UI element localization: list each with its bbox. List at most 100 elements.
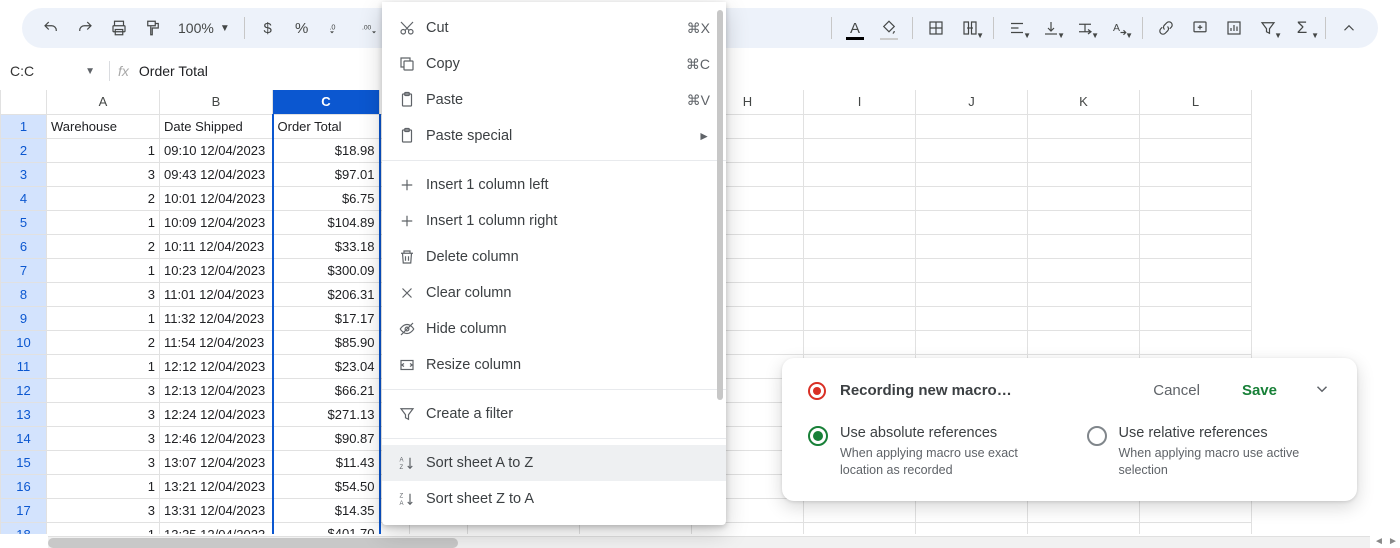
cell[interactable] <box>1140 114 1252 138</box>
cell[interactable] <box>1140 498 1252 522</box>
fill-color-button[interactable] <box>874 13 904 43</box>
cell[interactable] <box>1140 138 1252 162</box>
cell[interactable]: 3 <box>47 402 160 426</box>
cell[interactable]: 3 <box>47 450 160 474</box>
menu-cut[interactable]: Cut ⌘X <box>382 10 726 46</box>
macro-save-button[interactable]: Save <box>1242 382 1277 399</box>
row-header[interactable]: 17 <box>1 498 47 522</box>
column-header-J[interactable]: J <box>916 90 1028 114</box>
cell[interactable] <box>1028 498 1140 522</box>
redo-button[interactable] <box>70 13 100 43</box>
cell[interactable] <box>1028 234 1140 258</box>
cell[interactable]: 1 <box>47 522 160 534</box>
menu-paste-special[interactable]: Paste special ► <box>382 118 726 154</box>
cell[interactable] <box>1140 306 1252 330</box>
select-all-corner[interactable] <box>1 90 47 114</box>
menu-sort-za[interactable]: ZA Sort sheet Z to A <box>382 481 726 517</box>
cell[interactable]: 12:24 12/04/2023 <box>160 402 273 426</box>
cell[interactable]: 3 <box>47 162 160 186</box>
format-percent-button[interactable]: % <box>287 13 317 43</box>
cell[interactable]: $97.01 <box>273 162 380 186</box>
cell[interactable]: 11:01 12/04/2023 <box>160 282 273 306</box>
collapse-toolbar-button[interactable] <box>1334 13 1364 43</box>
cell[interactable]: 11:32 12/04/2023 <box>160 306 273 330</box>
chevron-down-icon[interactable] <box>1313 380 1331 401</box>
cell[interactable]: 13:35 12/04/2023 <box>160 522 273 534</box>
cell[interactable] <box>1028 330 1140 354</box>
format-currency-button[interactable]: $ <box>253 13 283 43</box>
cell[interactable] <box>916 162 1028 186</box>
h-align-button[interactable]: ▼ <box>1002 13 1032 43</box>
row-header[interactable]: 11 <box>1 354 47 378</box>
cell[interactable]: 1 <box>47 258 160 282</box>
paint-format-button[interactable] <box>138 13 168 43</box>
row-header[interactable]: 9 <box>1 306 47 330</box>
menu-insert-col-left[interactable]: Insert 1 column left <box>382 167 726 203</box>
cell[interactable] <box>804 282 916 306</box>
cell[interactable] <box>1028 522 1140 534</box>
cell[interactable]: $90.87 <box>273 426 380 450</box>
menu-delete-col[interactable]: Delete column <box>382 239 726 275</box>
cell[interactable] <box>804 330 916 354</box>
text-color-button[interactable]: A <box>840 13 870 43</box>
v-align-button[interactable]: ▼ <box>1036 13 1066 43</box>
menu-clear-col[interactable]: Clear column <box>382 275 726 311</box>
cell[interactable]: 13:07 12/04/2023 <box>160 450 273 474</box>
cell[interactable]: 12:13 12/04/2023 <box>160 378 273 402</box>
cell[interactable]: $23.04 <box>273 354 380 378</box>
cell[interactable] <box>804 114 916 138</box>
row-header[interactable]: 4 <box>1 186 47 210</box>
cell[interactable]: $54.50 <box>273 474 380 498</box>
menu-hide-col[interactable]: Hide column <box>382 311 726 347</box>
cell[interactable]: 3 <box>47 282 160 306</box>
column-header-A[interactable]: A <box>47 90 160 114</box>
cell[interactable] <box>804 162 916 186</box>
cell[interactable]: 2 <box>47 186 160 210</box>
cell[interactable] <box>804 234 916 258</box>
row-header[interactable]: 2 <box>1 138 47 162</box>
cell[interactable]: 2 <box>47 330 160 354</box>
absolute-references-option[interactable]: Use absolute references When applying ma… <box>808 425 1053 479</box>
cell[interactable] <box>1028 258 1140 282</box>
insert-chart-button[interactable] <box>1219 13 1249 43</box>
increase-decimal-button[interactable]: .00 <box>355 13 385 43</box>
cell[interactable]: $17.17 <box>273 306 380 330</box>
cell[interactable] <box>916 522 1028 534</box>
insert-link-button[interactable] <box>1151 13 1181 43</box>
cell[interactable] <box>804 138 916 162</box>
column-header-C[interactable]: C <box>273 90 380 114</box>
text-wrap-button[interactable]: ▼ <box>1070 13 1100 43</box>
row-header[interactable]: 1 <box>1 114 47 138</box>
menu-resize-col[interactable]: Resize column <box>382 347 726 383</box>
functions-button[interactable]: Σ▼ <box>1287 13 1317 43</box>
cell[interactable]: $18.98 <box>273 138 380 162</box>
cell[interactable]: 1 <box>47 210 160 234</box>
row-header[interactable]: 8 <box>1 282 47 306</box>
cell[interactable]: 1 <box>47 354 160 378</box>
cell[interactable]: 10:11 12/04/2023 <box>160 234 273 258</box>
cell[interactable]: 13:21 12/04/2023 <box>160 474 273 498</box>
cell[interactable]: 09:43 12/04/2023 <box>160 162 273 186</box>
cell[interactable]: 3 <box>47 426 160 450</box>
column-header-L[interactable]: L <box>1140 90 1252 114</box>
cell[interactable]: 1 <box>47 306 160 330</box>
cell[interactable]: 1 <box>47 138 160 162</box>
cell[interactable]: $104.89 <box>273 210 380 234</box>
cell[interactable] <box>1140 162 1252 186</box>
cell[interactable] <box>916 498 1028 522</box>
column-header-I[interactable]: I <box>804 90 916 114</box>
row-header[interactable]: 13 <box>1 402 47 426</box>
cell[interactable] <box>916 234 1028 258</box>
cell[interactable]: $14.35 <box>273 498 380 522</box>
cell[interactable]: $66.21 <box>273 378 380 402</box>
cell[interactable] <box>1140 330 1252 354</box>
menu-paste[interactable]: Paste ⌘V <box>382 82 726 118</box>
cell[interactable]: 10:23 12/04/2023 <box>160 258 273 282</box>
cell[interactable]: 10:09 12/04/2023 <box>160 210 273 234</box>
cell[interactable]: $271.13 <box>273 402 380 426</box>
filter-button[interactable]: ▼ <box>1253 13 1283 43</box>
cell[interactable]: 11:54 12/04/2023 <box>160 330 273 354</box>
cell[interactable]: $300.09 <box>273 258 380 282</box>
horizontal-scrollbar[interactable] <box>48 536 1370 548</box>
print-button[interactable] <box>104 13 134 43</box>
